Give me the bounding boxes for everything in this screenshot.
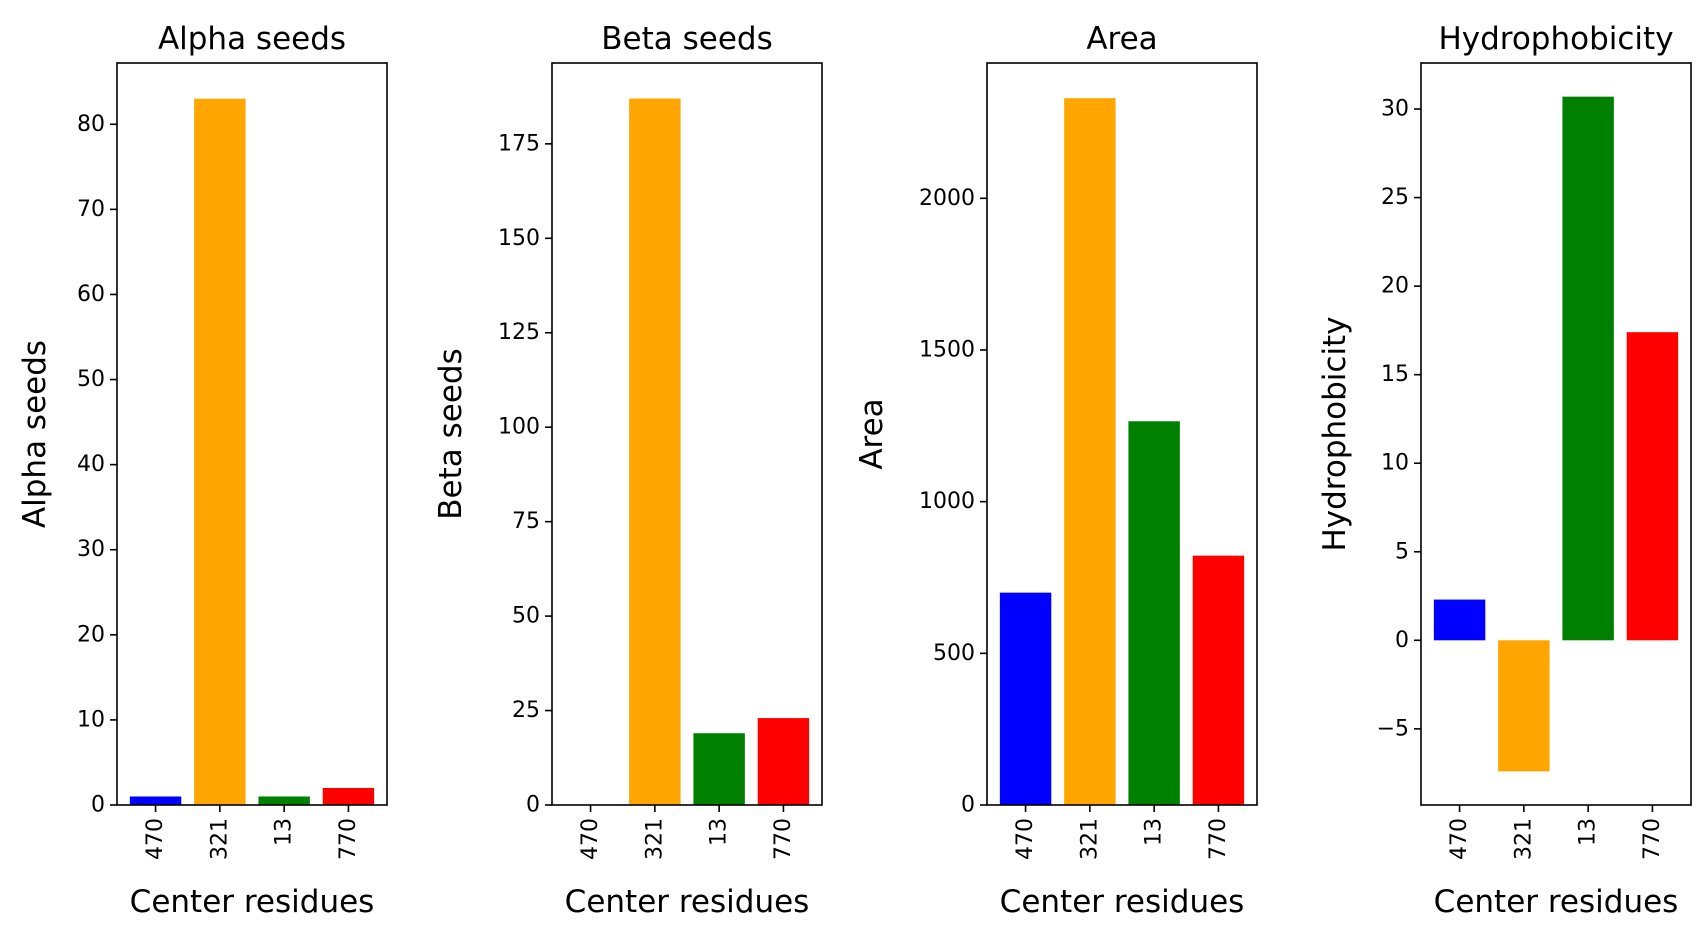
- x-tick-label: 321: [207, 818, 232, 860]
- y-tick-label: 30: [1381, 97, 1409, 122]
- y-tick-label: 30: [77, 537, 105, 562]
- y-axis-label: Hydrophobicity: [1317, 316, 1353, 551]
- y-tick-label: 70: [77, 197, 105, 222]
- y-tick-label: 125: [498, 320, 540, 345]
- x-tick-label: 770: [1206, 818, 1231, 860]
- x-axis-label: Center residues: [565, 884, 810, 920]
- bar-321: [1498, 640, 1550, 772]
- bar-321: [629, 98, 681, 805]
- y-tick-label: 40: [77, 452, 105, 477]
- bar-321: [1064, 98, 1116, 805]
- plot-frame: [1420, 62, 1692, 806]
- x-tick-label: 13: [707, 818, 732, 846]
- bar-770: [757, 718, 810, 805]
- y-tick-label: 500: [933, 641, 975, 666]
- bar-470: [129, 796, 182, 805]
- x-tick-label: 13: [1142, 818, 1167, 846]
- plot-frame: [116, 62, 388, 806]
- y-axis-label: Beta seeds: [433, 348, 469, 519]
- bar-13: [693, 733, 745, 805]
- bar-770: [1192, 555, 1245, 805]
- y-tick-label: 60: [77, 282, 105, 307]
- bar-13: [258, 796, 310, 805]
- y-tick-label: 2000: [919, 186, 975, 211]
- bar-770: [322, 787, 375, 805]
- y-tick-label: 50: [77, 367, 105, 392]
- x-tick-label: 321: [642, 818, 667, 860]
- y-tick-label: 75: [512, 509, 540, 534]
- x-tick-label: 470: [143, 818, 168, 860]
- chart-panel-1: 470 321 13 770 0 10 20 30 40 50 60 70 80 Alpha seeds C…: [17, 21, 388, 920]
- x-axis-label: Center residues: [130, 884, 375, 920]
- y-tick-label: 80: [77, 112, 105, 137]
- bar-770: [1626, 332, 1679, 641]
- y-tick-label: 20: [1381, 274, 1409, 299]
- y-tick-label: 5: [1395, 539, 1409, 564]
- chart-title: Area: [1086, 21, 1157, 57]
- y-tick-label: 25: [1381, 185, 1409, 210]
- chart-panel-4: 470 321 13 770 −5 0 5 10 15 20 25 30 Hydrophobicity C…: [1317, 21, 1692, 920]
- x-tick-label: 770: [1640, 818, 1665, 860]
- x-tick-label: 470: [1447, 818, 1472, 860]
- y-tick-label: 25: [512, 698, 540, 723]
- bar-321: [194, 98, 246, 806]
- bar-13: [1562, 96, 1614, 641]
- chart-title: Beta seeds: [601, 21, 772, 57]
- y-tick-label: 20: [77, 622, 105, 647]
- bar-470: [999, 592, 1052, 805]
- chart-panel-3: 470 321 13 770 0 500 1000 1500 2000 Area Center re…: [854, 21, 1258, 920]
- x-tick-label: 321: [1511, 818, 1536, 860]
- bar-470: [1433, 599, 1486, 641]
- x-tick-label: 770: [771, 818, 796, 860]
- y-tick-label: 0: [91, 793, 105, 818]
- y-tick-label: 10: [77, 707, 105, 732]
- x-axis-label: Center residues: [1434, 884, 1679, 920]
- y-tick-label: −5: [1377, 716, 1409, 741]
- y-axis-label: Area: [854, 398, 890, 469]
- y-tick-label: 10: [1381, 451, 1409, 476]
- x-axis-label: Center residues: [1000, 884, 1245, 920]
- y-tick-label: 50: [512, 604, 540, 629]
- plot-frame: [551, 62, 823, 806]
- bar-13: [1128, 421, 1180, 805]
- x-tick-label: 470: [578, 818, 603, 860]
- x-tick-label: 470: [1013, 818, 1038, 860]
- chart-title: Alpha seeds: [158, 21, 346, 57]
- y-tick-label: 1500: [919, 337, 975, 362]
- chart-title: Hydrophobicity: [1438, 21, 1673, 57]
- y-tick-label: 0: [1395, 628, 1409, 653]
- y-tick-label: 100: [498, 415, 540, 440]
- chart-panel-2: 470 321 13 770 0 25 50 75 100 125 150 175 Beta seeds…: [433, 21, 823, 920]
- y-tick-label: 0: [526, 793, 540, 818]
- y-tick-label: 175: [498, 131, 540, 156]
- y-tick-label: 150: [498, 226, 540, 251]
- x-tick-label: 13: [272, 818, 297, 846]
- y-tick-label: 1000: [919, 489, 975, 514]
- x-tick-label: 321: [1077, 818, 1102, 860]
- y-tick-label: 0: [961, 793, 975, 818]
- x-tick-label: 13: [1576, 818, 1601, 846]
- plot-frame: [986, 62, 1258, 806]
- y-tick-label: 15: [1381, 362, 1409, 387]
- y-axis-label: Alpha seeds: [17, 340, 53, 528]
- x-tick-label: 770: [336, 818, 361, 860]
